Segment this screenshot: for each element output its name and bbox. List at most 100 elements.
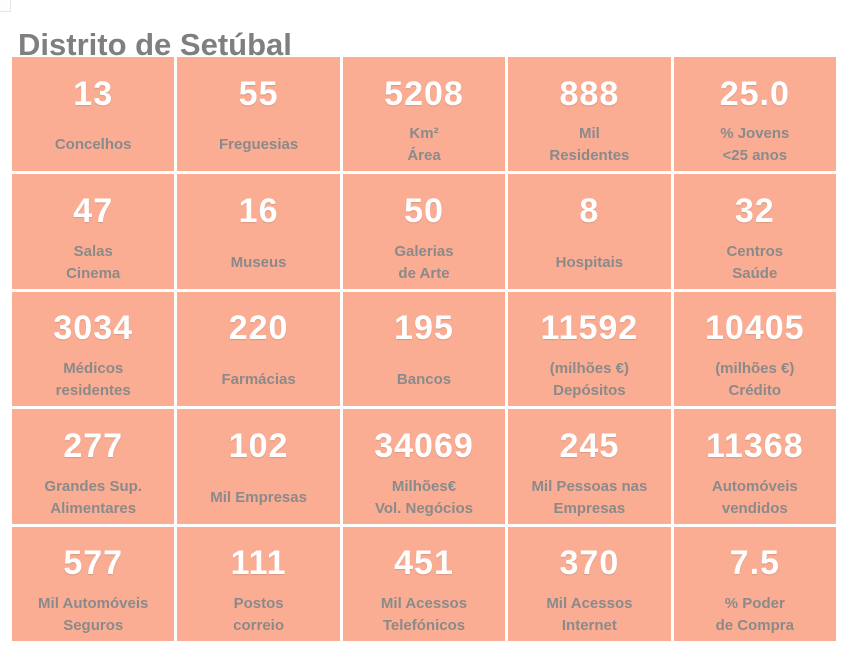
stat-label: Mil Automóveis Seguros	[12, 593, 174, 641]
stat-value: 8	[579, 192, 600, 231]
stat-tile: 25.0 % Jovens <25 anos	[673, 57, 836, 172]
stat-tile: 11592 (milhões €) Depósitos	[508, 291, 671, 407]
stat-tile: 111 Postos correio	[177, 526, 340, 641]
stat-value: 195	[394, 309, 454, 348]
stat-label: Milhões€ Vol. Negócios	[343, 476, 505, 524]
stat-value: 245	[559, 426, 620, 465]
stat-label-line1: Mil	[578, 125, 600, 143]
stat-tile: 220 Farmácias	[177, 291, 340, 407]
stat-label: Mil Empresas	[177, 476, 339, 524]
stat-value: 16	[238, 192, 279, 231]
stat-tile: 47 Salas Cinema	[12, 174, 175, 289]
stat-label-line1: Museus	[230, 253, 287, 271]
stat-tile: 16 Museus	[177, 174, 340, 289]
stat-label-line1: Mil Empresas	[210, 488, 307, 506]
stat-label-line1: Mil Automóveis	[38, 594, 149, 612]
stat-label-line1: Farmácias	[221, 371, 296, 389]
stat-label-line2: Cinema	[66, 264, 121, 282]
stat-tile: 451 Mil Acessos Telefónicos	[342, 526, 506, 641]
stat-value: 11592	[540, 309, 639, 348]
stat-value: 50	[404, 192, 444, 231]
stat-label: Farmácias	[177, 358, 339, 406]
stat-label-line2: Saúde	[732, 264, 778, 282]
stat-label-line2: Residentes	[549, 147, 630, 165]
stat-label-line2: <25 anos	[722, 147, 788, 165]
stat-label-line2: Área	[407, 147, 441, 165]
page-title: Distrito de Setúbal	[18, 26, 292, 62]
stat-tile: 195 Bancos	[342, 291, 506, 407]
stat-value: 111	[230, 544, 287, 583]
stat-label-line2: Empresas	[553, 499, 626, 517]
stat-label-line1: Automóveis	[711, 477, 798, 495]
stat-label: Mil Pessoas nas Empresas	[508, 476, 670, 524]
stat-tile: 55 Freguesias	[177, 57, 340, 172]
stat-tile: 50 Galerias de Arte	[342, 174, 506, 289]
stat-value: 102	[228, 426, 289, 465]
stat-label: Concelhos	[12, 123, 174, 171]
stat-label-line1: Freguesias	[218, 136, 299, 154]
stat-label: Freguesias	[177, 123, 339, 171]
stat-label-line1: Postos	[233, 594, 284, 612]
corner-selection-artifact	[0, 0, 11, 12]
stat-value: 55	[238, 74, 279, 113]
stat-tile: 7.5 % Poder de Compra	[673, 526, 836, 641]
stat-label-line1: Mil Acessos	[546, 594, 633, 612]
stat-label-line1: % Poder	[724, 594, 785, 612]
stat-label: Postos correio	[177, 593, 339, 641]
stat-tile: 245 Mil Pessoas nas Empresas	[508, 409, 671, 524]
stat-tile: 34069 Milhões€ Vol. Negócios	[342, 409, 506, 524]
stat-label-line2: de Arte	[398, 264, 450, 282]
stat-label-line2: Vol. Negócios	[374, 499, 474, 517]
stat-label-line2: Depósitos	[553, 382, 626, 400]
stat-label: Grandes Sup. Alimentares	[12, 476, 174, 524]
stat-tile: 3034 Médicos residentes	[12, 291, 175, 407]
stat-label: Galerias de Arte	[343, 241, 505, 289]
stat-label: (milhões €) Depósitos	[508, 358, 670, 406]
stat-tile: 370 Mil Acessos Internet	[508, 526, 671, 641]
stat-label: Bancos	[343, 358, 505, 406]
stat-label-line1: Centros	[726, 242, 784, 260]
stat-label-line1: Galerias	[394, 242, 454, 260]
stat-label-line1: Concelhos	[54, 136, 132, 154]
stat-tile: 32 Centros Saúde	[673, 174, 836, 289]
stat-tile: 8 Hospitais	[508, 174, 671, 289]
stat-label: Mil Acessos Telefónicos	[343, 593, 505, 641]
stat-tile: 888 Mil Residentes	[508, 57, 671, 172]
stat-label: Centros Saúde	[674, 241, 836, 289]
stat-label-line2: Seguros	[63, 616, 124, 634]
stat-value: 370	[559, 544, 620, 583]
stat-label-line1: Mil Pessoas nas	[531, 477, 648, 495]
stat-label-line2: residentes	[55, 382, 131, 400]
stat-label-line1: (milhões €)	[715, 360, 795, 378]
stat-label: Mil Acessos Internet	[508, 593, 670, 641]
stat-label: Hospitais	[508, 241, 670, 289]
stat-label: % Jovens <25 anos	[674, 123, 836, 171]
stat-value: 10405	[705, 309, 805, 348]
stat-label: Automóveis vendidos	[674, 476, 836, 524]
stat-label: Km² Área	[343, 123, 505, 171]
stat-label-line2: Telefónicos	[382, 616, 466, 634]
stat-value: 34069	[374, 426, 474, 465]
stat-tile: 10405 (milhões €) Crédito	[673, 291, 836, 407]
stat-label-line1: Bancos	[396, 371, 452, 389]
stat-value: 451	[394, 544, 454, 583]
stat-label-line1: Salas	[73, 242, 113, 260]
stat-tile: 102 Mil Empresas	[177, 409, 340, 524]
stat-label: % Poder de Compra	[674, 593, 836, 641]
stat-label-line1: Milhões€	[391, 477, 457, 495]
stats-grid: 13 Concelhos 55 Freguesias 5208 Km² Área…	[12, 57, 836, 641]
stat-label-line2: vendidos	[721, 499, 788, 517]
stat-value: 3034	[53, 309, 134, 348]
stat-label-line2: de Compra	[715, 616, 794, 634]
stat-label-line1: Médicos	[63, 360, 124, 378]
stat-label-line2: Alimentares	[50, 499, 137, 517]
stat-label-line1: (milhões €)	[549, 360, 629, 378]
stat-value: 25.0	[719, 74, 790, 113]
stat-value: 277	[63, 426, 124, 465]
stat-value: 5208	[384, 74, 464, 113]
stat-label-line1: Grandes Sup.	[44, 477, 142, 495]
stat-label: Salas Cinema	[12, 241, 174, 289]
stat-label: (milhões €) Crédito	[674, 358, 836, 406]
stat-value: 7.5	[729, 544, 780, 583]
